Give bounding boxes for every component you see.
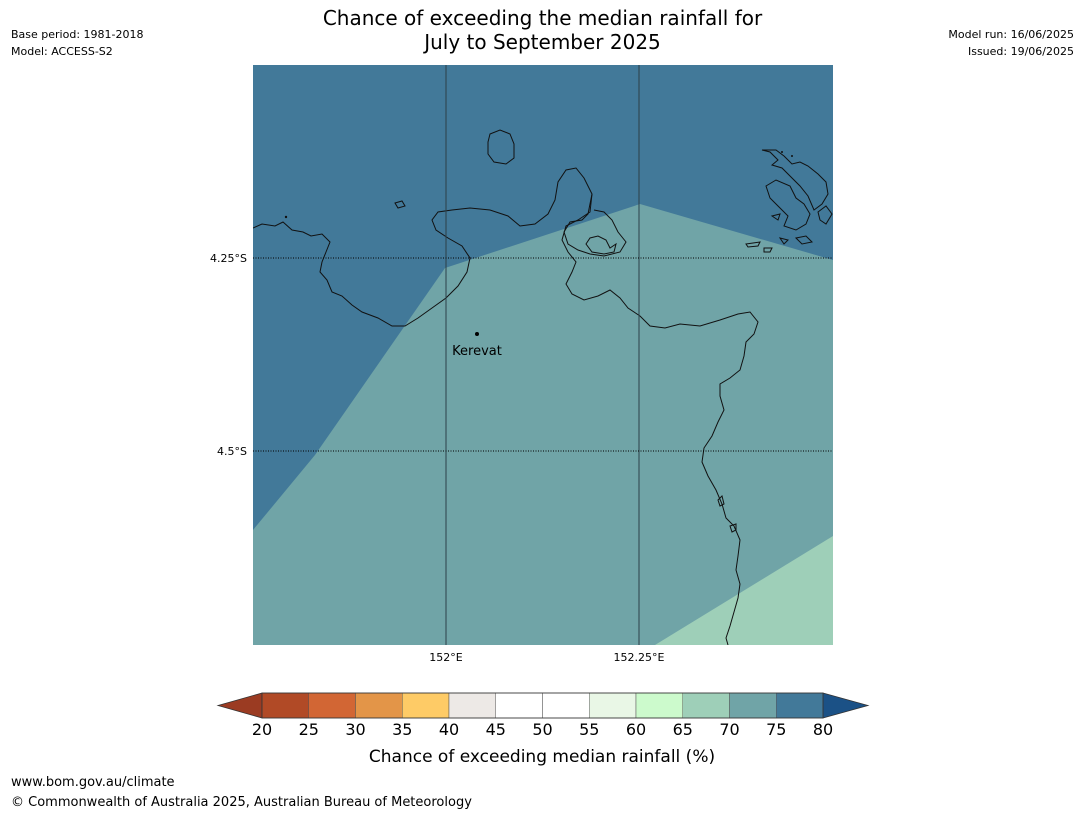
colorbar-band	[448, 692, 496, 719]
colorbar-tick-label: 80	[813, 720, 833, 739]
colorbar-tick-label: 40	[439, 720, 459, 739]
colorbar-tick-label: 70	[719, 720, 739, 739]
region-65-70-percent	[655, 536, 833, 645]
islands-duke-of-york	[761, 149, 829, 211]
island-east-7	[770, 213, 781, 221]
colorbar-band	[308, 692, 356, 719]
kerevat-marker	[475, 332, 479, 336]
map-area: Kerevat	[253, 65, 833, 645]
model-text: Model: ACCESS-S2	[11, 45, 113, 58]
colorbar-tick-label: 20	[252, 720, 272, 739]
island-east-2	[817, 205, 833, 225]
colorbar-frame	[261, 692, 824, 719]
colorbar-tick-label: 60	[626, 720, 646, 739]
coastline-main	[253, 167, 759, 645]
meta-left: Base period: 1981-2018 Model: ACCESS-S2	[11, 26, 143, 60]
island-east-1	[765, 179, 811, 231]
colorbar-band	[355, 692, 403, 719]
issued-text: Issued: 19/06/2025	[967, 45, 1074, 58]
colorbar-over-arrow	[822, 692, 870, 719]
colorbar-tick-label: 45	[486, 720, 506, 739]
kerevat-label: Kerevat	[452, 344, 502, 359]
colorbar-band	[261, 692, 309, 719]
colorbar-band	[589, 692, 637, 719]
axis-labels: 4.25°S 4.5°S 152°E 152.25°E	[210, 252, 664, 664]
meta-right: Model run: 16/06/2025 Issued: 19/06/2025	[948, 26, 1074, 60]
colorbar-band	[776, 692, 824, 719]
colorbar-tick-label: 50	[532, 720, 552, 739]
island-east-3	[794, 235, 814, 245]
lat-label-4-25: 4.25°S	[210, 252, 247, 265]
islet-marker	[781, 151, 783, 153]
colorbar-under-arrow	[216, 692, 263, 719]
lon-label-152: 152°E	[429, 651, 462, 664]
title-line-1: Chance of exceeding the median rainfall …	[322, 6, 763, 30]
island-east-6	[763, 247, 773, 253]
colorbar-tick-label: 30	[345, 720, 365, 739]
colorbar-bands	[261, 692, 824, 719]
footer-url: www.bom.gov.au/climate	[11, 775, 175, 790]
title-line-2: July to September 2025	[424, 30, 661, 54]
colorbar-band	[402, 692, 450, 719]
islet-marker	[284, 215, 288, 219]
colorbar-ticks: 20 25 30 35 40 45 50 55 60 65 70 75 80	[252, 720, 833, 739]
longitude-gridlines	[445, 65, 640, 645]
colorbar-label: Chance of exceeding median rainfall (%)	[369, 747, 715, 767]
colorbar-band	[682, 692, 730, 719]
colorbar-tick-label: 35	[392, 720, 412, 739]
colorbar-tick-label: 55	[579, 720, 599, 739]
coastline	[253, 129, 833, 645]
colorbar-band	[635, 692, 683, 719]
islet-marker	[791, 155, 793, 157]
map-title: Chance of exceeding the median rainfall …	[0, 6, 1085, 54]
lat-label-4-5: 4.5°S	[217, 445, 247, 458]
colorbar-tick-label: 75	[766, 720, 786, 739]
lon-label-152-25: 152.25°E	[614, 651, 665, 664]
model-run-text: Model run: 16/06/2025	[948, 28, 1074, 41]
colorbar-tick-label: 65	[673, 720, 693, 739]
region-70-75-percent	[253, 204, 833, 645]
colorbar-band	[729, 692, 777, 719]
island-coast-1	[717, 495, 725, 507]
latitude-gridlines	[253, 257, 833, 452]
island-small-1	[394, 200, 406, 209]
island-coast-2	[729, 523, 737, 533]
island-north	[487, 129, 515, 165]
island-east-5	[745, 241, 761, 248]
base-period-text: Base period: 1981-2018	[11, 28, 144, 41]
colorbar: 20 25 30 35 40 45 50 55 60 65 70 75 80 Chance of exc…	[216, 692, 870, 767]
colorbar-band	[495, 692, 543, 719]
footer-copyright: © Commonwealth of Australia 2025, Austra…	[11, 795, 472, 810]
colorbar-tick-label: 25	[299, 720, 319, 739]
island-east-4	[778, 237, 789, 245]
coastline-inlet	[585, 235, 617, 255]
colorbar-band	[542, 692, 590, 719]
coastline-bay	[563, 193, 627, 257]
